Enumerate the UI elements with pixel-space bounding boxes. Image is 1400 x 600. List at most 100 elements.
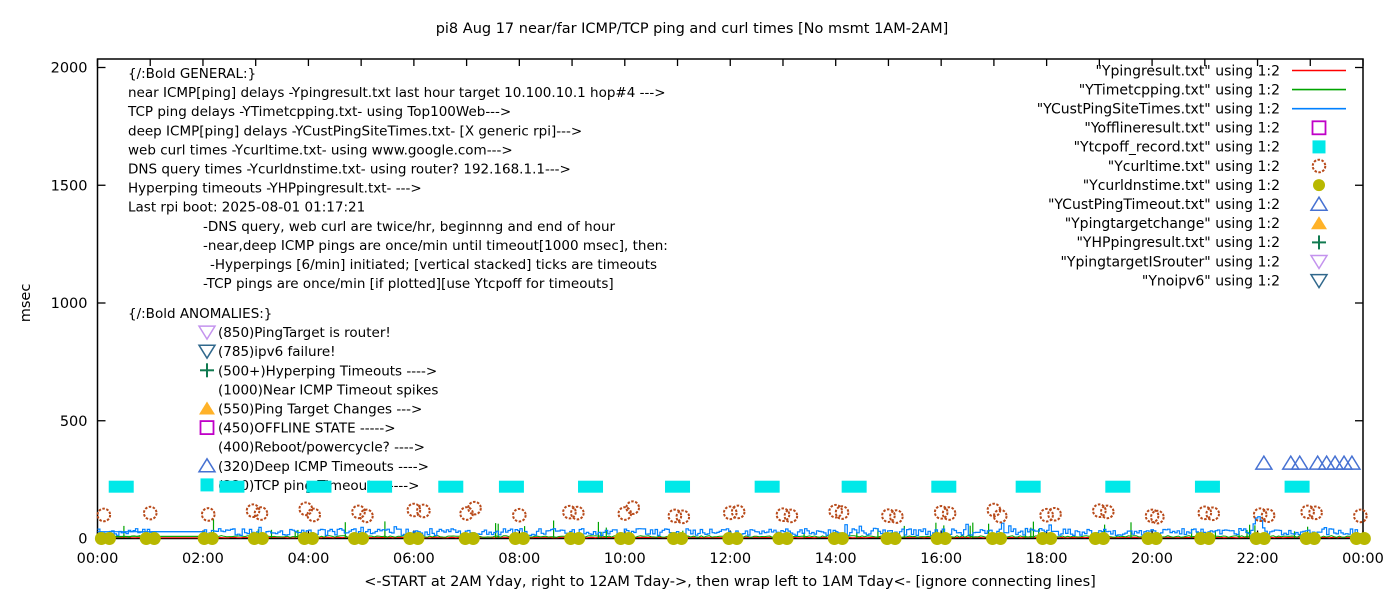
anomaly-label: (320)Deep ICMP Timeouts ----> xyxy=(218,459,429,475)
legend-label: "Ytcpoff_record.txt" using 1:2 xyxy=(1074,140,1280,156)
Ycurldnstime.txt-marker xyxy=(780,532,794,545)
legend-item: "YCustPingSiteTimes.txt" using 1:2 xyxy=(1037,102,1346,118)
legend-label: "YHPpingresult.txt" using 1:2 xyxy=(1076,235,1280,251)
Ytcpoff_record.txt-marker xyxy=(1105,480,1131,493)
Ycurltime.txt-marker xyxy=(889,509,904,524)
Ytcpoff_record.txt-marker xyxy=(578,480,604,493)
x-tick-label: 12:00 xyxy=(709,551,751,567)
legend-item: "Ynoipv6" using 1:2 xyxy=(1142,273,1329,290)
general-note-line: -Hyperpings [6/min] initiated; [vertical… xyxy=(210,257,657,273)
Ycurltime.txt-marker xyxy=(200,507,216,522)
anomaly-marker-triangle-filled xyxy=(199,401,215,415)
legend-sample-square-open xyxy=(1311,120,1327,136)
Ycurltime.txt-marker xyxy=(783,508,799,524)
Ytcpoff_record.txt-marker xyxy=(438,480,464,493)
legend-sample-tridown-open xyxy=(1309,254,1329,270)
legend-sample-triangle-open xyxy=(1309,195,1329,211)
Ycurltime.txt-marker xyxy=(986,502,1002,518)
Ycurldnstime.txt-marker xyxy=(675,532,689,545)
x-tick-label: 10:00 xyxy=(604,551,646,567)
YCustPingTimeout.txt-marker xyxy=(1281,454,1301,470)
Ycurltime.txt-marker xyxy=(1092,503,1107,519)
Ycurltime.txt-marker xyxy=(406,502,422,518)
Ycurldnstime.txt-marker xyxy=(411,532,425,545)
Ytcpoff_record.txt-marker xyxy=(665,480,691,493)
anomaly-marker-square-filled xyxy=(200,478,214,492)
anomaly-label: (550)Ping Target Changes ---> xyxy=(218,402,422,418)
Ycurltime.txt-marker xyxy=(298,501,314,517)
Ytcpoff_record.txt-marker xyxy=(841,480,867,493)
Ycurldnstime.txt-marker xyxy=(466,532,480,545)
Ycurltime.txt-marker xyxy=(467,500,482,516)
legend-item: "Yofflineresult.txt" using 1:2 xyxy=(1084,120,1327,137)
general-note-line: Last rpi boot: 2025-08-01 01:17:21 xyxy=(128,200,365,216)
Ycurltime.txt-marker xyxy=(351,504,366,520)
Ycurltime.txt-marker xyxy=(253,506,269,521)
legend-sample-circle-filled xyxy=(1313,179,1325,192)
Ycurltime.txt-marker xyxy=(941,506,957,521)
Ycurldnstime.txt-marker xyxy=(305,532,319,545)
Ycurldnstime.txt-marker xyxy=(1307,532,1321,545)
Ycurldnstime.txt-marker xyxy=(994,532,1008,545)
Ycurldnstime.txt-marker xyxy=(1149,532,1163,545)
Ycurltime.txt-marker xyxy=(1144,508,1160,524)
Ycurltime.txt-marker xyxy=(625,500,641,515)
anomalies-header: {/:Bold ANOMALIES:} xyxy=(128,306,272,322)
x-tick-label: 02:00 xyxy=(182,551,224,567)
Ycurldnstime.txt-marker xyxy=(516,532,530,545)
Ycurldnstime.txt-marker xyxy=(888,532,902,545)
Ycurltime.txt-marker xyxy=(96,507,112,523)
Ycurltime.txt-marker xyxy=(1150,509,1165,525)
y-tick-label: 1500 xyxy=(51,178,88,194)
Ycurltime.txt-marker xyxy=(1099,504,1115,520)
general-note-line: -DNS query, web curl are twice/hr, begin… xyxy=(203,219,616,235)
y-tick-label: 1000 xyxy=(51,296,88,312)
x-tick-label: 14:00 xyxy=(815,551,857,567)
Ycurltime.txt-marker xyxy=(416,503,431,519)
Ycurldnstime.txt-marker xyxy=(730,532,744,545)
Ytcpoff_record.txt-marker xyxy=(108,480,134,493)
legend-item: "Ycurldnstime.txt" using 1:2 xyxy=(1083,178,1325,194)
Ycurltime.txt-marker xyxy=(1039,507,1054,523)
x-tick-label: 06:00 xyxy=(393,551,435,567)
anomaly-marker-square-open xyxy=(199,420,215,436)
legend-item: "YTimetcpping.txt" using 1:2 xyxy=(1079,82,1346,98)
Ycurltime.txt-marker xyxy=(1300,504,1315,520)
Ycurltime.txt-marker xyxy=(306,507,321,523)
Ycurldnstime.txt-marker xyxy=(255,532,269,545)
Ycurltime.txt-marker xyxy=(675,509,691,525)
Ycurltime.txt-marker xyxy=(881,508,896,523)
Ytcpoff_record.txt-marker xyxy=(219,480,245,493)
Ycurltime.txt-marker xyxy=(828,503,844,519)
Ytcpoff_record.txt-marker xyxy=(1284,480,1310,493)
Ycurltime.txt-marker xyxy=(1260,508,1276,523)
Ycurltime.txt-marker xyxy=(512,507,527,523)
y-tick-label: 0 xyxy=(78,532,87,548)
Ycurltime.txt-marker xyxy=(834,505,850,520)
Ytcpoff_record.txt-marker xyxy=(306,480,332,493)
Ycurltime.txt-marker xyxy=(1252,507,1268,523)
legend-sample-tridown-open xyxy=(1309,273,1329,290)
marker-series-layer xyxy=(94,454,1371,545)
general-note-line: -TCP pings are once/min [if plotted][use… xyxy=(203,276,614,292)
anomaly-label: (400)Reboot/powercycle? ----> xyxy=(218,440,425,456)
Ycurltime.txt-marker xyxy=(570,505,585,521)
general-note-line: DNS query times -Ycurldnstime.txt- using… xyxy=(128,162,571,178)
general-notes-block: {/:Bold GENERAL:} near ICMP[ping] delays … xyxy=(127,66,668,292)
legend-label: "Ycurltime.txt" using 1:2 xyxy=(1108,159,1280,175)
x-tick-label: 08:00 xyxy=(498,551,540,567)
Ycurldnstime.txt-marker xyxy=(356,532,370,545)
Ycurldnstime.txt-marker xyxy=(1044,532,1058,545)
legend-item: "YpingtargetISrouter" using 1:2 xyxy=(1060,254,1329,270)
Ycurltime.txt-marker xyxy=(992,508,1008,524)
general-header: {/:Bold GENERAL:} xyxy=(128,66,256,82)
Ycurltime.txt-marker xyxy=(1353,508,1368,524)
Ytcpoff_record.txt-marker xyxy=(931,480,957,493)
Ycurltime.txt-marker xyxy=(562,504,577,520)
Ycurltime.txt-marker xyxy=(1308,505,1323,521)
Ycurltime.txt-marker xyxy=(722,505,738,521)
Ycurldnstime.txt-marker xyxy=(1357,532,1371,545)
Ycurltime.txt-marker xyxy=(933,505,949,520)
Ycurltime.txt-marker xyxy=(142,505,158,521)
